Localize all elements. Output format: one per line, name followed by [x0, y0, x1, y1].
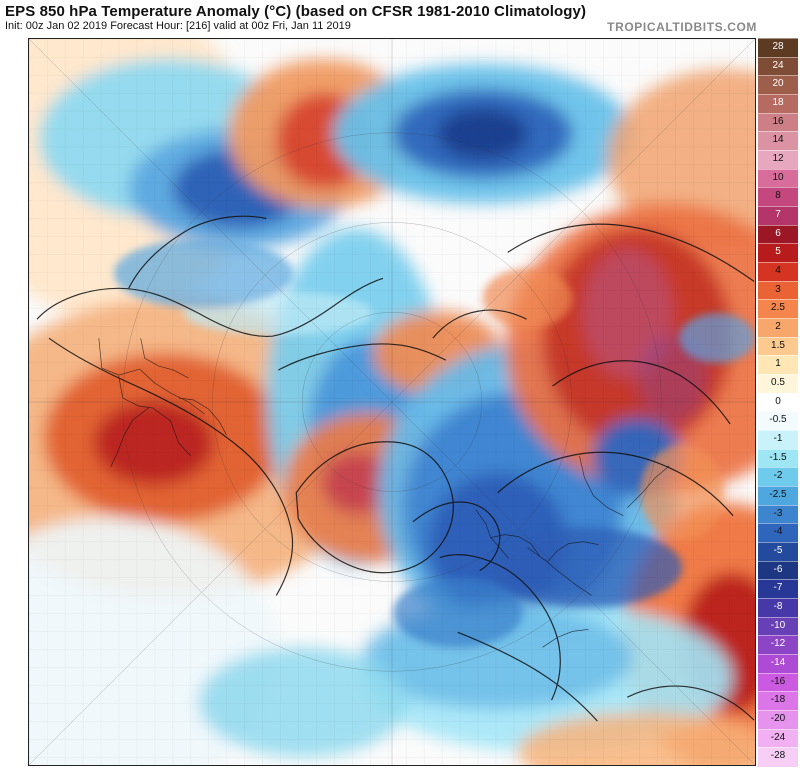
legend-item: -8 [758, 598, 798, 618]
legend-item: -4 [758, 523, 798, 543]
legend-swatch [758, 560, 798, 581]
legend-item: -1 [758, 430, 798, 450]
legend-item: 0.5 [758, 374, 798, 394]
legend-item: -24 [758, 728, 798, 749]
legend-item: -1.5 [758, 448, 798, 469]
political-borders [98, 338, 670, 648]
legend-item: 6 [758, 224, 798, 245]
legend-swatch [758, 262, 798, 282]
legend-item: 2 [758, 318, 798, 338]
temperature-anomaly-map [28, 38, 756, 766]
legend-swatch [758, 318, 798, 338]
legend-swatch [758, 187, 798, 207]
legend-item: 12 [758, 150, 798, 170]
legend-swatch [758, 747, 798, 767]
legend-swatch [758, 94, 798, 114]
legend-swatch [758, 355, 798, 375]
legend-item: 3 [758, 280, 798, 301]
legend-swatch [758, 38, 798, 58]
legend-item: 20 [758, 75, 798, 95]
legend-item: -2.5 [758, 486, 798, 506]
legend-item: 14 [758, 131, 798, 151]
legend-item: -3 [758, 504, 798, 525]
legend-swatch [758, 523, 798, 543]
legend-swatch [758, 579, 798, 599]
legend-item: -7 [758, 579, 798, 599]
site-watermark: TROPICALTIDBITS.COM [607, 20, 757, 34]
legend-swatch [758, 131, 798, 151]
graticule [29, 39, 755, 765]
legend-item: -0.5 [758, 411, 798, 431]
color-scale: 28 24 20 18 16 14 12 10 8 7 6 5 4 3 2.5 2 1.5 1 0.5 0 -0.5 -1… [758, 38, 798, 767]
legend-swatch [758, 598, 798, 618]
legend-swatch [758, 411, 798, 431]
map-header: EPS 850 hPa Temperature Anomaly (°C) (ba… [0, 0, 800, 38]
legend-item: 8 [758, 187, 798, 207]
legend-swatch [758, 299, 798, 319]
legend-item: -28 [758, 747, 798, 767]
legend-item: -10 [758, 616, 798, 637]
legend-item: 5 [758, 243, 798, 263]
legend-item: -5 [758, 542, 798, 562]
legend-item: 1.5 [758, 336, 798, 357]
map-footer-strip [28, 766, 756, 781]
legend-swatch [758, 336, 798, 357]
map-title: EPS 850 hPa Temperature Anomaly (°C) (ba… [5, 3, 587, 20]
legend-item: 10 [758, 168, 798, 189]
legend-item: 24 [758, 56, 798, 77]
legend-item: -18 [758, 691, 798, 711]
legend-item: -16 [758, 672, 798, 693]
legend-swatch [758, 280, 798, 301]
legend-swatch [758, 150, 798, 170]
legend-swatch [758, 710, 798, 730]
legend-item: 16 [758, 112, 798, 133]
legend-swatch [758, 224, 798, 245]
legend-swatch [758, 374, 798, 394]
legend-swatch [758, 616, 798, 637]
coastlines [36, 215, 755, 722]
legend-item: 0 [758, 392, 798, 413]
legend-swatch [758, 691, 798, 711]
legend-swatch [758, 75, 798, 95]
legend-swatch [758, 448, 798, 469]
legend-swatch [758, 467, 798, 487]
legend-swatch [758, 430, 798, 450]
legend-item: 4 [758, 262, 798, 282]
legend-item: -2 [758, 467, 798, 487]
legend-item: 28 [758, 38, 798, 58]
legend-item: 18 [758, 94, 798, 114]
legend-item: -20 [758, 710, 798, 730]
legend-swatch [758, 243, 798, 263]
legend-item: -14 [758, 654, 798, 674]
legend-item: -6 [758, 560, 798, 581]
legend-item: -12 [758, 635, 798, 655]
legend-swatch [758, 168, 798, 189]
map-canvas [29, 39, 755, 765]
legend-item: 1 [758, 355, 798, 375]
legend-swatch [758, 728, 798, 749]
legend-swatch [758, 672, 798, 693]
legend-swatch [758, 486, 798, 506]
legend-swatch [758, 654, 798, 674]
legend-swatch [758, 56, 798, 77]
legend-swatch [758, 504, 798, 525]
legend-swatch [758, 392, 798, 413]
legend-swatch [758, 112, 798, 133]
legend-item: 2.5 [758, 299, 798, 319]
map-grid [29, 39, 755, 765]
forecast-info: Init: 00z Jan 02 2019 Forecast Hour: [21… [5, 20, 351, 32]
legend-swatch [758, 635, 798, 655]
legend-item: 7 [758, 206, 798, 226]
legend-swatch [758, 206, 798, 226]
legend-swatch [758, 542, 798, 562]
